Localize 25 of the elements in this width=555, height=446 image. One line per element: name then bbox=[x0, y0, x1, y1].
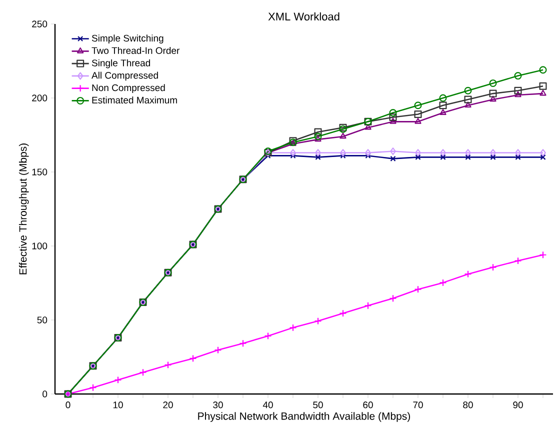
x-tick-label: 80 bbox=[463, 402, 473, 408]
x-tick-label: 50 bbox=[313, 402, 323, 408]
legend-label: Simple Switching bbox=[92, 34, 164, 44]
legend-label: Non Compressed bbox=[92, 84, 165, 93]
y-tick-label: 250 bbox=[32, 20, 48, 28]
y-tick-label: 0 bbox=[42, 390, 48, 398]
x-tick-label: 60 bbox=[363, 402, 373, 408]
x-tick-label: 20 bbox=[163, 402, 173, 408]
x-tick-label: 0 bbox=[66, 402, 70, 408]
x-axis-title: Physical Network Bandwidth Available (Mbps) bbox=[198, 412, 410, 422]
y-tick-label: 50 bbox=[37, 316, 48, 324]
legend-label: Single Thread bbox=[92, 59, 150, 68]
chart-title: XML Workload bbox=[268, 12, 340, 20]
y-tick-label: 150 bbox=[32, 168, 48, 176]
x-tick-label: 70 bbox=[413, 402, 423, 408]
x-tick-label: 90 bbox=[513, 402, 523, 408]
y-axis-title: Effective Throughput (Mbps) bbox=[18, 144, 29, 274]
x-tick-label: 40 bbox=[262, 402, 273, 408]
y-tick-label: 100 bbox=[32, 242, 48, 250]
y-tick-label: 200 bbox=[32, 94, 48, 102]
legend-label: Two Thread-In Order bbox=[92, 46, 180, 54]
legend-label: Estimated Maximum bbox=[92, 96, 177, 104]
x-tick-label: 30 bbox=[213, 402, 223, 408]
x-tick-label: 10 bbox=[113, 402, 123, 408]
legend-label: All Compressed bbox=[92, 72, 158, 81]
